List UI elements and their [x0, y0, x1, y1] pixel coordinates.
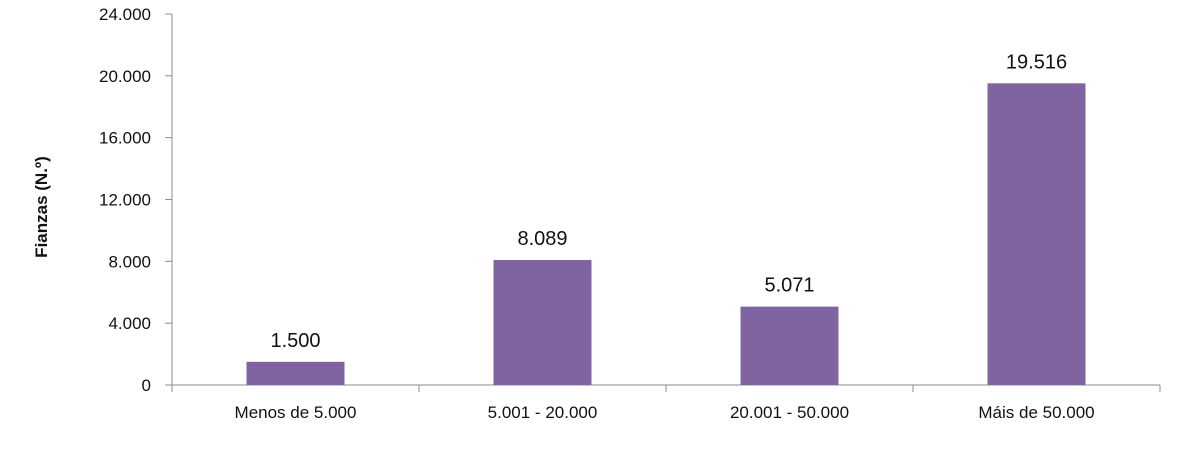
- y-tick-label: 16.000: [99, 129, 151, 148]
- bar-value-label: 8.089: [517, 228, 567, 250]
- y-tick-label: 0: [142, 376, 151, 395]
- y-tick-label: 24.000: [99, 5, 151, 24]
- bar: [987, 83, 1086, 385]
- bar-value-label: 1.500: [270, 330, 320, 352]
- x-tick-label: Máis de 50.000: [978, 403, 1094, 422]
- bar: [246, 361, 345, 385]
- bar: [740, 306, 839, 385]
- bar-value-label: 5.071: [764, 275, 814, 297]
- y-tick-label: 12.000: [99, 191, 151, 210]
- bar-value-label: 19.516: [1006, 51, 1067, 73]
- y-tick-label: 8.000: [108, 252, 151, 271]
- x-tick-label: 5.001 - 20.000: [488, 403, 598, 422]
- bar: [493, 259, 592, 385]
- x-tick-label: Menos de 5.000: [235, 403, 357, 422]
- y-tick-label: 20.000: [99, 67, 151, 86]
- y-tick-label: 4.000: [108, 314, 151, 333]
- x-tick-label: 20.001 - 50.000: [730, 403, 849, 422]
